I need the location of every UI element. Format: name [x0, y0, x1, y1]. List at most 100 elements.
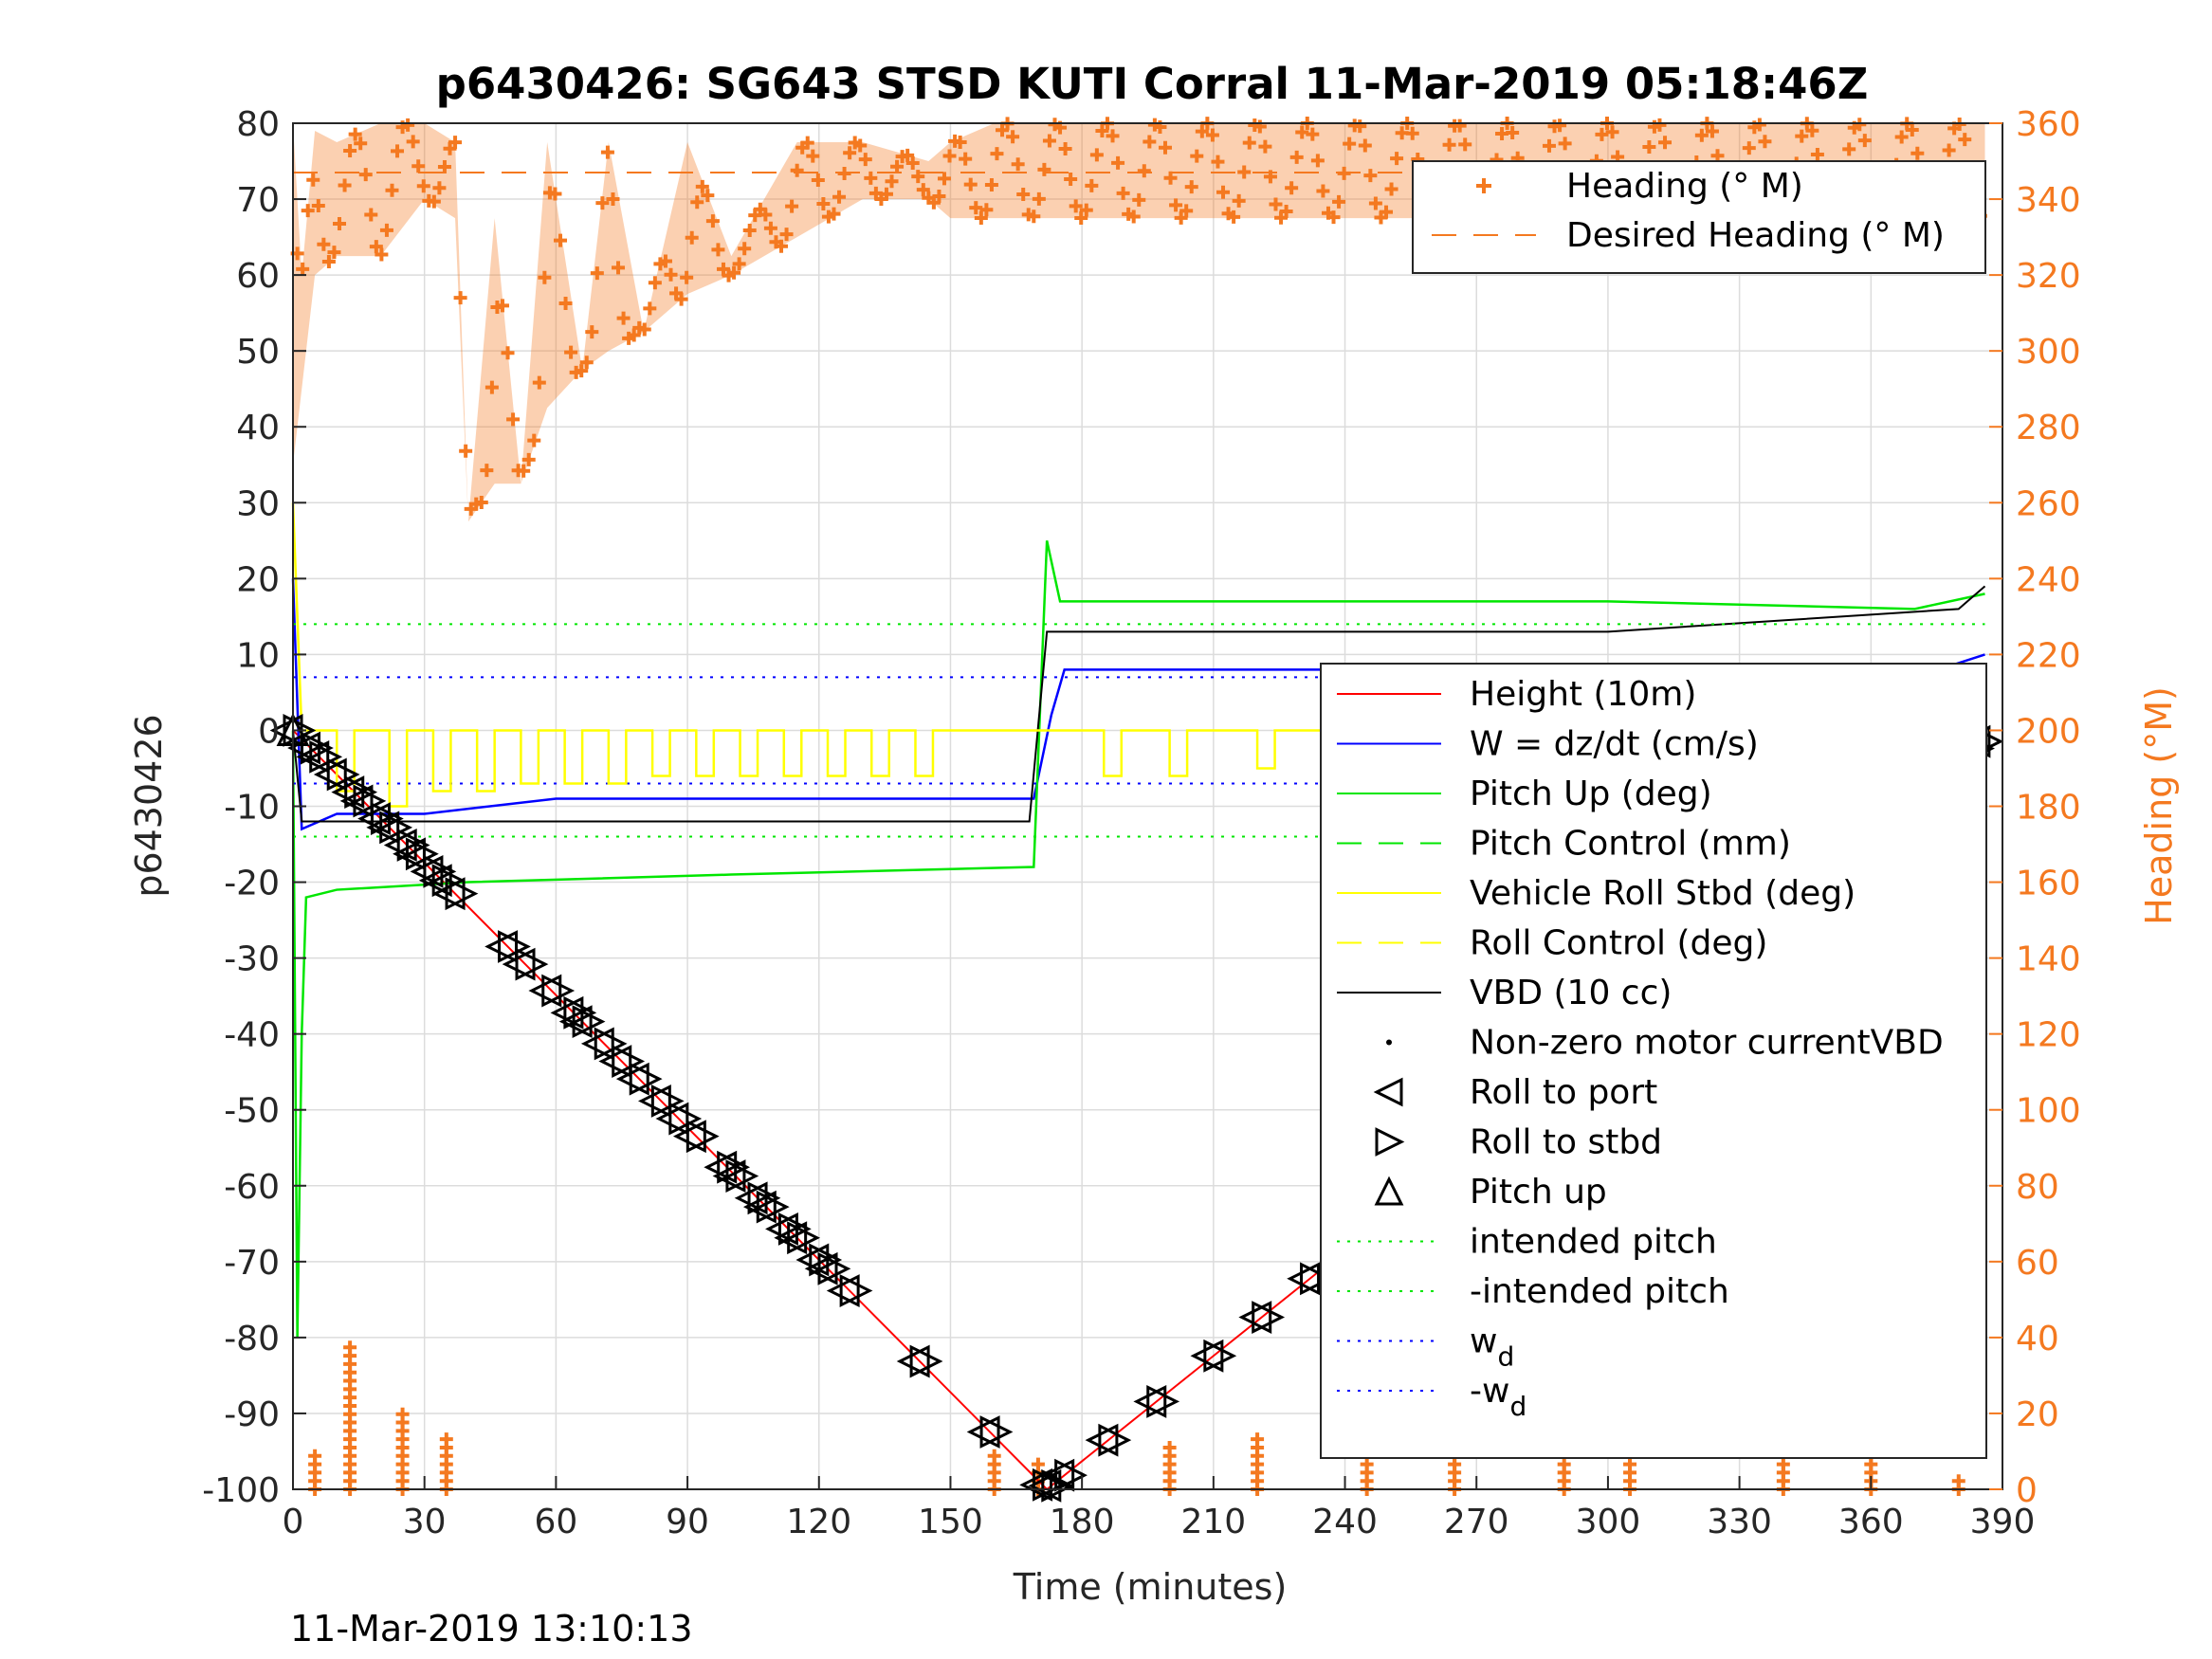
- roll-to-port-marker: [366, 811, 400, 845]
- heading-point: [432, 181, 447, 195]
- legend-label: Roll to port: [1470, 1073, 1657, 1112]
- y-axis-label-right: Heading (°M): [2138, 686, 2180, 925]
- heading-point: [1795, 129, 1809, 143]
- heading-point: [1405, 126, 1419, 140]
- heading-point: [916, 183, 930, 197]
- heading-point: [354, 137, 368, 151]
- x-axis-label: Time (minutes): [1013, 1566, 1288, 1608]
- y-tick-label-right: 200: [2016, 712, 2081, 751]
- heading-point: [963, 177, 978, 191]
- heading-point: [901, 148, 915, 162]
- heading-point: [1158, 140, 1172, 155]
- heading-point: [1205, 128, 1219, 142]
- heading-point: [411, 159, 426, 173]
- heading-point: [1358, 138, 1372, 153]
- x-tick-label: 210: [1180, 1503, 1246, 1541]
- heading-point: [506, 412, 521, 427]
- heading-point: [1368, 196, 1382, 210]
- heading-point-wrapped: [1162, 1440, 1177, 1454]
- heading-point: [1363, 169, 1378, 183]
- heading-point: [1558, 137, 1572, 151]
- heading-point: [459, 444, 473, 458]
- heading-point: [1106, 129, 1120, 143]
- heading-point: [1042, 134, 1056, 148]
- heading-point: [375, 247, 389, 262]
- heading-point: [575, 364, 589, 378]
- heading-point: [1942, 143, 1956, 157]
- roll-to-port-marker: [826, 1274, 860, 1307]
- roll-to-stbd-marker: [344, 775, 378, 810]
- roll-to-stbd-marker: [629, 1062, 663, 1096]
- heading-point-wrapped: [1251, 1432, 1265, 1447]
- roll-to-port-marker: [774, 1221, 808, 1255]
- heading-point: [343, 143, 357, 157]
- heading-point: [1074, 210, 1088, 225]
- roll-to-stbd-marker: [787, 1221, 821, 1255]
- heading-point: [690, 195, 704, 210]
- heading-point: [701, 189, 715, 203]
- heading-point: [1006, 130, 1020, 144]
- heading-point: [1458, 137, 1472, 152]
- x-tick-label: 240: [1312, 1503, 1378, 1541]
- legend-heading-box: [1412, 160, 1986, 274]
- roll-to-stbd-marker: [979, 1415, 1014, 1449]
- roll-to-port-marker: [1287, 1262, 1321, 1296]
- roll-to-stbd-marker: [353, 784, 387, 818]
- heading-point: [790, 163, 804, 177]
- heading-point: [827, 207, 841, 221]
- heading-point: [1595, 127, 1609, 141]
- roll-to-port-marker: [1041, 1458, 1075, 1492]
- y-tick-label-right: 100: [2016, 1092, 2081, 1131]
- heading-point: [680, 270, 694, 284]
- heading-point: [843, 146, 857, 160]
- legend-label: Non-zero motor currentVBD: [1470, 1024, 1944, 1063]
- x-tick-label: 90: [666, 1503, 709, 1541]
- heading-point: [538, 270, 552, 284]
- heading-point: [600, 145, 614, 159]
- y-tick-label-right: 280: [2016, 409, 2081, 447]
- heading-point: [1095, 123, 1109, 137]
- x-tick-label: 360: [1838, 1503, 1904, 1541]
- y-tick-label-left: -30: [224, 940, 280, 979]
- timestamp: 11-Mar-2019 13:10:13: [290, 1608, 693, 1650]
- roll-to-port-marker: [598, 1045, 632, 1078]
- y-tick-label-left: 30: [236, 484, 280, 523]
- heading-point: [338, 178, 352, 192]
- roll-to-stbd-marker: [839, 1274, 873, 1307]
- heading-point: [637, 322, 651, 337]
- roll-to-port-marker: [502, 947, 536, 981]
- heading-point: [1810, 148, 1824, 162]
- heading-point: [484, 380, 499, 394]
- roll-to-stbd-marker: [405, 837, 439, 871]
- heading-point: [416, 179, 430, 193]
- roll-to-port-marker: [484, 930, 519, 963]
- heading-point: [1126, 210, 1141, 224]
- roll-to-port-marker: [1019, 1468, 1053, 1502]
- heading-point: [1553, 118, 1567, 133]
- y-ticks-left: 80 70 60 50 40 30 20 10 0 -10 -20 -30 -40 -50 -60 -70 -8…: [202, 105, 306, 1510]
- heading-point: [1190, 149, 1204, 163]
- heading-point: [437, 159, 451, 173]
- heading-point: [685, 230, 699, 245]
- y-tick-label-left: -70: [224, 1244, 280, 1283]
- y-tick-label-right: 260: [2016, 484, 2081, 523]
- heading-point: [1326, 210, 1341, 225]
- roll-to-port-marker: [966, 1415, 1000, 1449]
- roll-to-stbd-marker: [541, 974, 576, 1008]
- heading-point: [1237, 165, 1252, 179]
- roll-to-stbd-marker: [725, 1159, 759, 1193]
- heading-point: [1163, 171, 1178, 185]
- heading-point: [1285, 181, 1299, 195]
- heading-point: [333, 217, 347, 231]
- y-tick-label-right: 300: [2016, 333, 2081, 372]
- heading-point: [327, 246, 341, 260]
- heading-point: [1642, 140, 1656, 154]
- y-tick-label-left: 10: [236, 636, 280, 675]
- y-tick-label-left: 50: [236, 333, 280, 372]
- roll-to-port-marker: [1085, 1423, 1119, 1457]
- heading-point: [664, 267, 678, 282]
- roll-to-port-marker: [672, 1120, 706, 1154]
- x-tick-label: 300: [1576, 1503, 1641, 1541]
- legend-label: Pitch up: [1470, 1173, 1607, 1212]
- heading-point: [1742, 141, 1756, 155]
